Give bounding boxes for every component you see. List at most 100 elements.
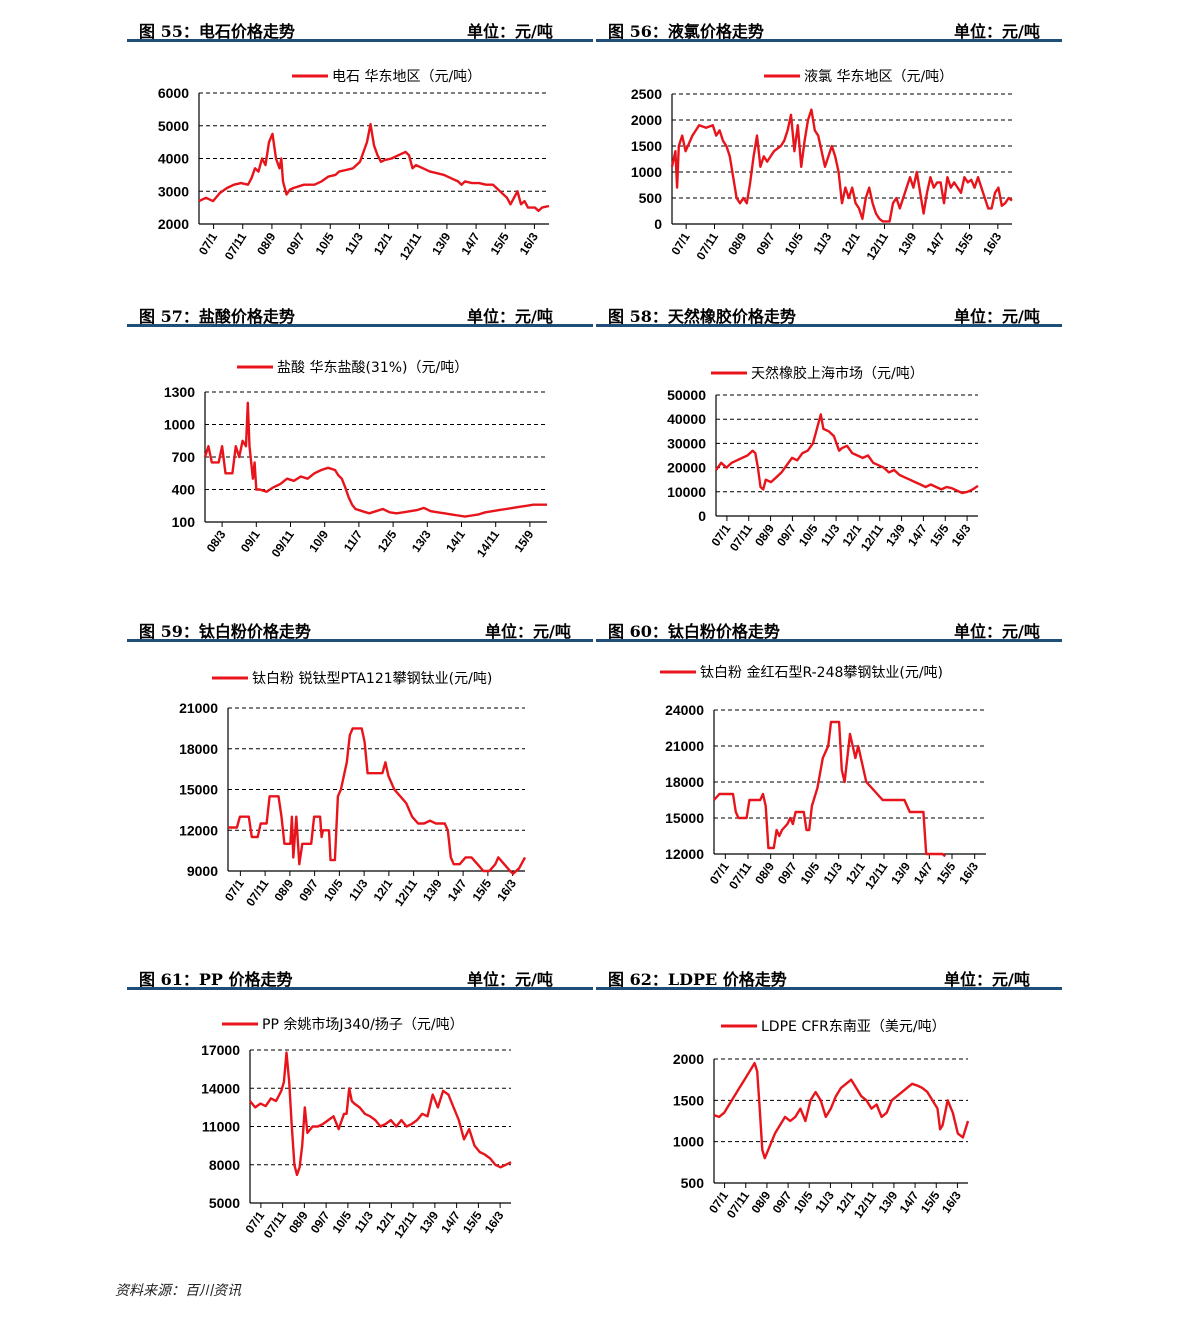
y-tick-label: 15000 [179,782,218,798]
panel-header: 图 56：液氯价格走势 单位：元/吨 [596,12,1062,42]
x-tick-label: 13/9 [420,876,445,903]
y-tick-label: 5000 [158,118,189,134]
chart-title: 图 57：盐酸价格走势 [139,307,295,326]
x-tick-label: 10/5 [782,230,806,258]
x-tick-label: 10/5 [796,521,821,548]
y-tick-label: 400 [172,482,196,498]
legend-label: 电石 华东地区（元/吨） [332,69,481,85]
x-tick-label: 13/9 [429,230,453,258]
x-tick-label: 16/3 [494,876,519,903]
x-tick-label: 10/5 [313,230,337,258]
y-tick-label: 500 [681,1175,705,1191]
x-tick-label: 10/5 [329,1208,354,1235]
x-tick-label: 07/1 [196,230,220,258]
unit-label: 单位：元/吨 [467,970,553,989]
chart-panel-58: 图 58：天然橡胶价格走势 单位：元/吨 0 10000 20000 30000 400… [596,297,1062,587]
legend-label: 钛白粉 金红石型R-248攀钢钛业(元/吨) [700,665,943,681]
y-tick-label: 14000 [201,1080,240,1096]
chart-svg: 120001500018000210002400007/107/1108/909… [660,665,986,892]
y-tick-label: 10000 [667,484,706,500]
x-tick-label: 09/7 [283,230,307,258]
x-tick-label: 14/7 [905,521,930,548]
y-tick-label: 2000 [631,112,662,128]
chart-svg: 5000800011000140001700007/107/1108/909/7… [201,1016,512,1241]
x-tick-label: 11/3 [810,230,834,257]
x-tick-label: 16/3 [956,859,981,886]
panel-header: 图 61：PP 价格走势 单位：元/吨 [127,960,593,990]
y-tick-label: 6000 [158,85,189,101]
x-tick-label: 12/11 [391,1208,419,1240]
x-tick-label: 08/9 [749,1188,774,1215]
panel-header: 图 62：LDPE 价格走势 单位：元/吨 [596,960,1062,990]
panel-header: 图 60：钛白粉价格走势 单位：元/吨 [596,612,1062,642]
legend-label: PP 余姚市场J340/扬子（元/吨） [262,1016,464,1033]
y-tick-label: 24000 [665,702,704,718]
x-tick-label: 07/11 [727,521,755,553]
x-tick-label: 11/7 [341,527,366,554]
legend-label: 钛白粉 锐钛型PTA121攀钢钛业(元/吨) [252,671,492,687]
chart-title: 图 59：钛白粉价格走势 [139,622,311,641]
chart-panel-60: 图 60：钛白粉价格走势 单位：元/吨 12000 15000 18000 21000… [596,612,1062,952]
x-tick-label: 13/3 [409,527,434,554]
unit-label: 单位：元/吨 [467,22,553,41]
panel-header: 图 58：天然橡胶价格走势 单位：元/吨 [596,297,1062,327]
x-tick-label: 11/3 [352,1208,377,1235]
y-tick-label: 12000 [665,846,704,862]
x-tick-label: 12/11 [858,521,886,553]
x-tick-label: 14/7 [445,876,470,903]
chart-title: 图 56：液氯价格走势 [608,22,764,41]
chart-svg: 2000 3000 4000 5000 6000 07/1 07/11 08/9 09/7 10/… [158,69,550,263]
x-tick-label: 15/5 [460,1208,485,1235]
x-tick-label: 10/5 [798,859,823,886]
series-line [203,401,547,518]
series-line [713,1061,970,1160]
x-tick-label: 07/11 [726,859,754,891]
y-tick-label: 1000 [631,164,662,180]
y-tick-label: 21000 [179,700,218,716]
x-tick-label: 07/11 [243,876,271,908]
x-tick-label: 15/5 [488,230,512,258]
chart-svg: 100 400 700 1000 1300 08/3 09/1 09/11 10/9 11/7 12… [164,360,547,560]
x-tick-label: 13/9 [895,230,919,258]
chart-panel-59: 图 59：钛白粉价格走势 单位：元/吨 9000 12000 15000 18000 2… [127,612,593,952]
chart-title: 图 62：LDPE 价格走势 [608,970,787,989]
x-tick-label: 08/9 [752,859,777,886]
series-line [249,1051,512,1177]
x-tick-label: 12/11 [397,230,425,263]
x-tick-label: 08/3 [204,527,229,554]
x-tick-label: 07/11 [694,230,722,263]
y-tick-label: 1500 [631,138,662,154]
series-line [228,727,527,875]
x-tick-label: 08/9 [254,230,278,258]
x-tick-label: 11/3 [342,230,366,257]
y-tick-label: 12000 [179,822,218,838]
chart-svg: 50010001500200007/107/1108/909/710/511/3… [673,1019,970,1221]
x-tick-label: 16/3 [980,230,1004,258]
y-tick-label: 5000 [209,1195,240,1211]
x-tick-label: 08/9 [286,1208,311,1235]
x-tick-label: 16/3 [939,1188,964,1215]
x-tick-label: 12/11 [864,230,892,263]
x-tick-label: 13/9 [876,1188,901,1215]
chart-title: 图 55：电石价格走势 [139,22,295,41]
source-note: 资料来源：百川资讯 [115,1283,241,1299]
panel-header: 图 57：盐酸价格走势 单位：元/吨 [127,297,593,327]
x-tick-label: 12/11 [392,876,420,908]
y-tick-label: 2000 [158,216,189,232]
y-tick-label: 15000 [665,810,704,826]
chart-title: 图 60：钛白粉价格走势 [608,622,780,641]
y-tick-label: 50000 [667,387,706,403]
x-tick-label: 09/7 [775,859,800,886]
legend-label: LDPE CFR东南亚（美元/吨） [761,1019,946,1035]
x-tick-label: 09/11 [269,527,297,559]
x-tick-label: 14/7 [923,230,947,258]
y-tick-label: 8000 [209,1157,240,1173]
x-tick-label: 09/7 [774,521,799,548]
x-tick-label: 12/5 [375,527,400,554]
x-tick-label: 09/7 [753,230,777,258]
y-tick-label: 1500 [673,1092,704,1108]
x-tick-label: 15/5 [469,876,494,903]
x-tick-label: 16/3 [482,1208,507,1235]
x-tick-label: 09/7 [770,1188,795,1215]
legend-label: 天然橡胶上海市场（元/吨） [751,365,924,382]
